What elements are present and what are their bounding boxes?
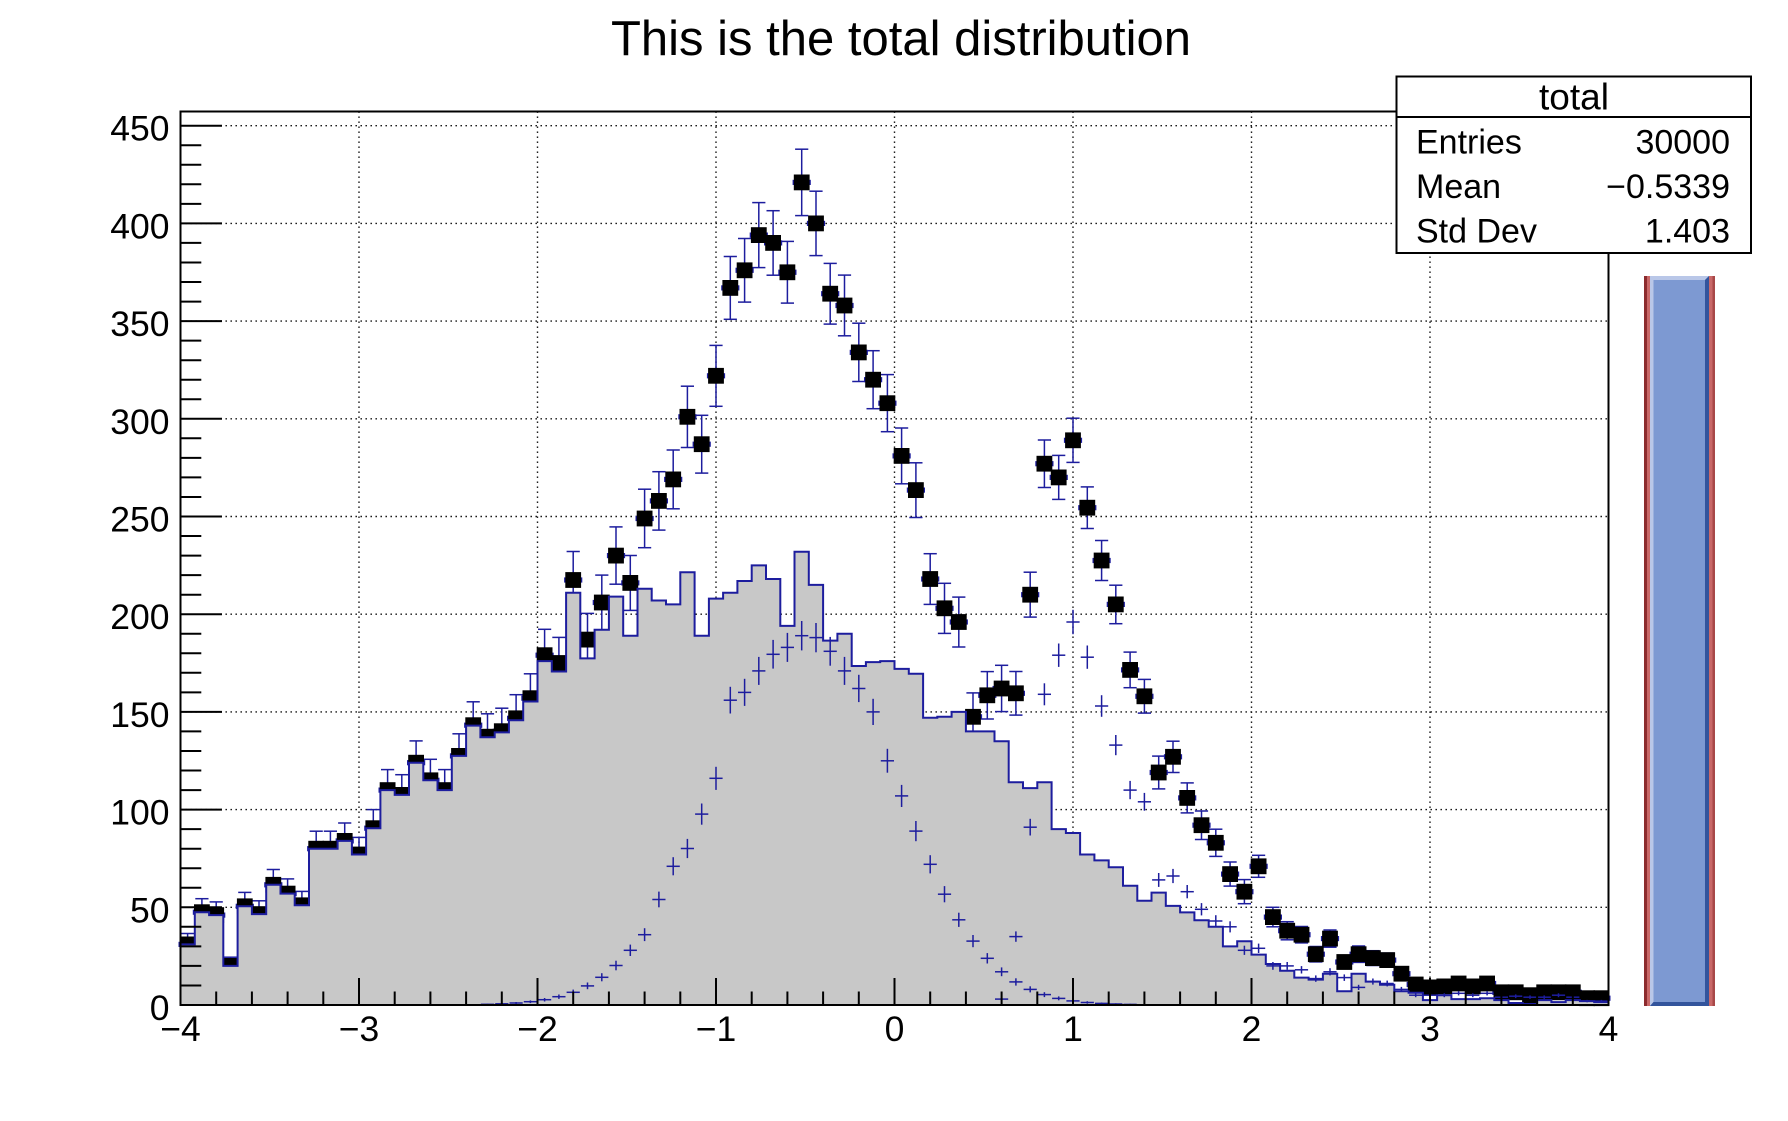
svg-text:0: 0 [150, 988, 170, 1028]
svg-text:100: 100 [110, 793, 169, 833]
svg-text:0: 0 [885, 1009, 905, 1049]
svg-text:−0.5339: −0.5339 [1606, 168, 1730, 206]
svg-text:300: 300 [110, 402, 169, 442]
svg-text:250: 250 [110, 500, 169, 540]
svg-text:Std Dev: Std Dev [1416, 212, 1537, 250]
svg-text:This is the total distribution: This is the total distribution [611, 12, 1191, 66]
svg-text:1.403: 1.403 [1645, 212, 1730, 250]
svg-text:30000: 30000 [1635, 124, 1730, 162]
svg-text:450: 450 [110, 109, 169, 149]
svg-text:−1: −1 [696, 1009, 736, 1049]
svg-text:−3: −3 [339, 1009, 379, 1049]
svg-text:4: 4 [1599, 1009, 1619, 1049]
svg-text:total: total [1539, 77, 1609, 118]
svg-text:150: 150 [110, 695, 169, 735]
svg-text:Mean: Mean [1416, 168, 1501, 206]
svg-text:400: 400 [110, 206, 169, 246]
svg-text:50: 50 [130, 890, 170, 930]
svg-text:3: 3 [1420, 1009, 1440, 1049]
svg-text:−2: −2 [517, 1009, 557, 1049]
svg-text:2: 2 [1242, 1009, 1262, 1049]
svg-text:−4: −4 [160, 1009, 200, 1049]
svg-text:1: 1 [1063, 1009, 1083, 1049]
svg-text:200: 200 [110, 597, 169, 637]
svg-text:350: 350 [110, 304, 169, 344]
svg-text:Entries: Entries [1416, 124, 1522, 162]
